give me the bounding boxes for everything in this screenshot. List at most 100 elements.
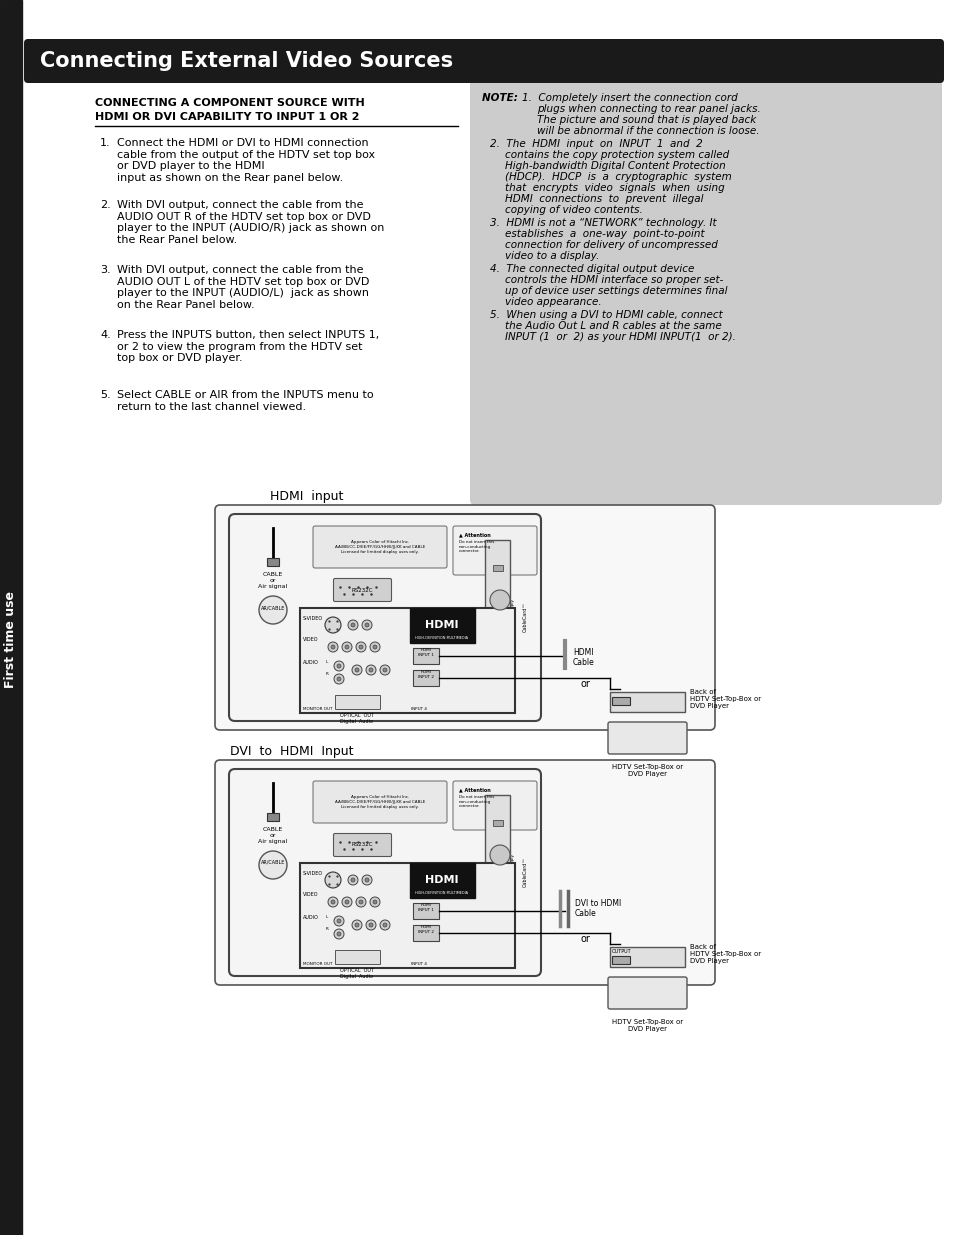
Text: CABLE
or
Air signal: CABLE or Air signal: [258, 572, 287, 589]
Circle shape: [370, 897, 379, 906]
Text: video appearance.: video appearance.: [504, 296, 601, 308]
Circle shape: [369, 923, 373, 927]
Text: ▲ Attention: ▲ Attention: [458, 532, 490, 537]
Text: RS232C: RS232C: [351, 842, 373, 847]
Text: R: R: [326, 927, 329, 931]
Bar: [612, 956, 629, 965]
Circle shape: [365, 878, 369, 882]
Text: R: R: [326, 672, 329, 676]
Text: 1.: 1.: [100, 138, 111, 148]
Text: HDMI
INPUT 1: HDMI INPUT 1: [417, 903, 434, 911]
Circle shape: [358, 900, 363, 904]
Bar: [413, 648, 438, 664]
Bar: [609, 947, 684, 967]
Text: 2.  The  HDMI  input  on  INPUT  1  and  2: 2. The HDMI input on INPUT 1 and 2: [490, 140, 702, 149]
Text: 4.: 4.: [100, 330, 111, 340]
Circle shape: [355, 923, 358, 927]
Circle shape: [348, 876, 357, 885]
Text: controls the HDMI interface so proper set-: controls the HDMI interface so proper se…: [504, 275, 722, 285]
Circle shape: [258, 597, 287, 624]
Circle shape: [334, 929, 344, 939]
Bar: [299, 608, 515, 713]
Text: HDMI OR DVI CAPABILITY TO INPUT 1 OR 2: HDMI OR DVI CAPABILITY TO INPUT 1 OR 2: [95, 112, 359, 122]
Circle shape: [331, 645, 335, 650]
Text: HDTV Set-Top-Box or
DVD Player: HDTV Set-Top-Box or DVD Player: [612, 764, 683, 777]
Circle shape: [369, 668, 373, 672]
FancyBboxPatch shape: [229, 769, 540, 976]
Circle shape: [328, 897, 337, 906]
Text: CABLE
or
Air signal: CABLE or Air signal: [258, 827, 287, 844]
Circle shape: [348, 620, 357, 630]
Circle shape: [336, 932, 340, 936]
Text: copying of video contents.: copying of video contents.: [504, 205, 642, 215]
Bar: [335, 950, 379, 965]
Text: 1.  Completely insert the connection cord: 1. Completely insert the connection cord: [521, 93, 737, 103]
Text: HDMI: HDMI: [425, 620, 458, 630]
Text: CONNECTING A COMPONENT SOURCE WITH: CONNECTING A COMPONENT SOURCE WITH: [95, 98, 364, 107]
Bar: [493, 820, 502, 826]
FancyBboxPatch shape: [334, 578, 391, 601]
Text: AR/CABLE: AR/CABLE: [260, 605, 285, 610]
Circle shape: [258, 851, 287, 879]
Text: 3.  HDMI is not a “NETWORK” technology. It: 3. HDMI is not a “NETWORK” technology. I…: [490, 219, 716, 228]
Circle shape: [336, 664, 340, 668]
FancyBboxPatch shape: [214, 505, 714, 730]
Text: HDMI  input: HDMI input: [270, 490, 343, 503]
Text: Appears Color of Hitachi Inc.
AA/BB/CC-D/EE/FF/GG/HH/II/JJ-KK and CABLE
Licensed: Appears Color of Hitachi Inc. AA/BB/CC-D…: [335, 795, 425, 809]
Circle shape: [331, 900, 335, 904]
FancyBboxPatch shape: [334, 834, 391, 857]
Text: DVI to HDMI
Cable: DVI to HDMI Cable: [575, 899, 620, 919]
Text: the Audio Out L and R cables at the same: the Audio Out L and R cables at the same: [504, 321, 721, 331]
Text: HDMI  connections  to  prevent  illegal: HDMI connections to prevent illegal: [504, 194, 702, 204]
FancyBboxPatch shape: [607, 977, 686, 1009]
Text: OPTICAL  OUT
Digital  Audio: OPTICAL OUT Digital Audio: [339, 968, 374, 979]
Text: INPUT (1  or  2) as your HDMI INPUT(1  or 2).: INPUT (1 or 2) as your HDMI INPUT(1 or 2…: [504, 332, 735, 342]
Bar: [410, 863, 475, 898]
Text: Appears Color of Hitachi Inc.
AA/BB/CC-D/EE/FF/GG/HH/II/JJ-KK and CABLE
Licensed: Appears Color of Hitachi Inc. AA/BB/CC-D…: [335, 541, 425, 553]
Circle shape: [328, 642, 337, 652]
Text: MONITOR OUT: MONITOR OUT: [303, 962, 333, 966]
Circle shape: [365, 622, 369, 627]
Bar: [413, 903, 438, 919]
Text: Back of
HDTV Set-Top-Box or
DVD Player: Back of HDTV Set-Top-Box or DVD Player: [689, 944, 760, 965]
FancyBboxPatch shape: [214, 760, 714, 986]
Text: The picture and sound that is played back: The picture and sound that is played bac…: [537, 115, 756, 125]
FancyBboxPatch shape: [453, 526, 537, 576]
Text: contains the copy protection system called: contains the copy protection system call…: [504, 149, 728, 161]
Circle shape: [355, 668, 358, 672]
Bar: [609, 692, 684, 713]
Circle shape: [345, 900, 349, 904]
Circle shape: [382, 923, 387, 927]
Circle shape: [341, 642, 352, 652]
Text: L: L: [326, 915, 328, 919]
Text: CableCard™: CableCard™: [522, 857, 527, 887]
Text: MONITOR OUT: MONITOR OUT: [303, 706, 333, 711]
Text: VIDEO: VIDEO: [303, 637, 318, 642]
Text: Press the INPUTS button, then select INPUTS 1,
or 2 to view the program from the: Press the INPUTS button, then select INP…: [117, 330, 379, 363]
Circle shape: [351, 878, 355, 882]
Text: or: or: [579, 934, 589, 944]
Bar: [0, 0, 22, 1235]
FancyBboxPatch shape: [470, 80, 941, 505]
Text: HDMI
Cable: HDMI Cable: [573, 648, 594, 667]
Text: AUDIO: AUDIO: [303, 915, 318, 920]
Bar: [299, 863, 515, 968]
Circle shape: [352, 920, 361, 930]
Text: 4.  The connected digital output device: 4. The connected digital output device: [490, 264, 694, 274]
Text: CableCard™: CableCard™: [522, 601, 527, 632]
Circle shape: [325, 618, 340, 634]
Text: Connect the HDMI or DVI to HDMI connection
cable from the output of the HDTV set: Connect the HDMI or DVI to HDMI connecti…: [117, 138, 375, 183]
Bar: [267, 813, 278, 821]
Text: S-VIDEO: S-VIDEO: [303, 871, 323, 876]
Circle shape: [358, 645, 363, 650]
Circle shape: [382, 668, 387, 672]
Circle shape: [336, 677, 340, 680]
Circle shape: [336, 919, 340, 923]
Circle shape: [370, 642, 379, 652]
Circle shape: [345, 645, 349, 650]
Text: INPUT 3: INPUT 3: [356, 706, 373, 711]
Text: HDMI
INPUT 2: HDMI INPUT 2: [417, 925, 434, 934]
Text: First time use: First time use: [5, 592, 17, 688]
Text: establishes  a  one-way  point-to-point: establishes a one-way point-to-point: [504, 228, 704, 240]
Text: AR/CABLE: AR/CABLE: [260, 860, 285, 864]
